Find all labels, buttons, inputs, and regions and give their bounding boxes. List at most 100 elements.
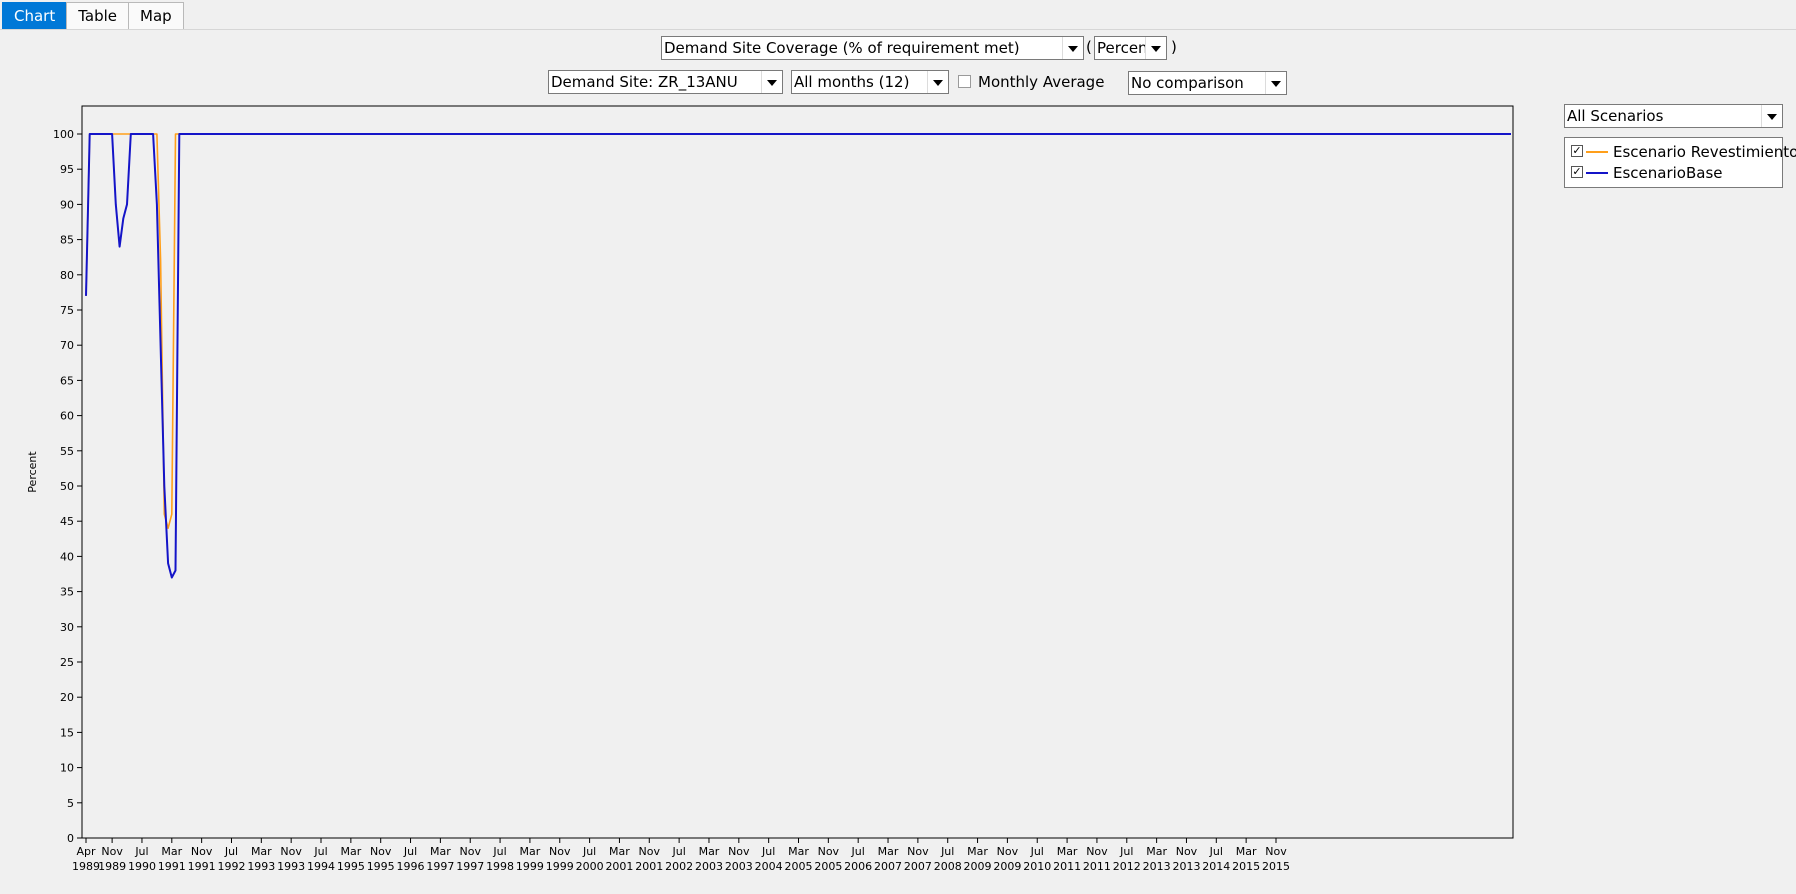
legend-label: Escenario Revestimiento bbox=[1613, 143, 1796, 161]
tab-map[interactable]: Map bbox=[128, 2, 184, 29]
y-tick-label: 100 bbox=[53, 128, 74, 141]
x-tick-label-month: Mar bbox=[520, 845, 541, 858]
comparison-select-value: No comparison bbox=[1131, 74, 1244, 92]
y-tick-label: 50 bbox=[60, 480, 74, 493]
x-tick-label-year: 2009 bbox=[993, 860, 1021, 873]
x-tick-label-year: 2015 bbox=[1262, 860, 1290, 873]
monthly-average-checkbox[interactable] bbox=[958, 75, 971, 88]
legend-item-base[interactable]: ✓ EscenarioBase bbox=[1569, 163, 1779, 183]
x-tick-label-month: Nov bbox=[907, 845, 929, 858]
legend-checkbox[interactable]: ✓ bbox=[1571, 144, 1583, 157]
y-tick-label: 95 bbox=[60, 163, 74, 176]
x-tick-label-year: 2000 bbox=[576, 860, 604, 873]
x-tick-label-month: Jul bbox=[403, 845, 417, 858]
x-tick-label-year: 1997 bbox=[426, 860, 454, 873]
y-tick-label: 5 bbox=[67, 797, 74, 810]
x-tick-label-month: Jul bbox=[851, 845, 865, 858]
plot-area-frame bbox=[81, 105, 1514, 839]
x-tick-label-month: Jul bbox=[1119, 845, 1133, 858]
x-tick-label-month: Mar bbox=[1146, 845, 1167, 858]
comparison-select[interactable]: No comparison bbox=[1128, 71, 1287, 95]
y-tick-label: 10 bbox=[60, 762, 74, 775]
tab-chart[interactable]: Chart bbox=[2, 2, 68, 29]
y-tick-label: 15 bbox=[60, 726, 74, 739]
scenario-filter-select[interactable]: All Scenarios bbox=[1564, 104, 1783, 128]
x-tick-label-month: Jul bbox=[1030, 845, 1044, 858]
close-paren: ) bbox=[1171, 38, 1177, 56]
unit-select[interactable]: Percent bbox=[1094, 36, 1167, 60]
legend-item-revestimiento[interactable]: ✓ Escenario Revestimiento bbox=[1569, 142, 1796, 162]
x-tick-label-month: Mar bbox=[1057, 845, 1078, 858]
scenario-filter-value: All Scenarios bbox=[1567, 107, 1664, 125]
chart-series bbox=[85, 133, 1511, 579]
series-line-base bbox=[85, 133, 1511, 579]
x-tick-label-year: 1999 bbox=[546, 860, 574, 873]
legend-checkbox[interactable]: ✓ bbox=[1571, 165, 1583, 178]
y-tick-label: 20 bbox=[60, 691, 74, 704]
x-tick-label-year: 2006 bbox=[844, 860, 872, 873]
x-tick-label-month: Mar bbox=[430, 845, 451, 858]
y-tick-label: 80 bbox=[60, 269, 74, 282]
y-axis-label: Percent bbox=[26, 451, 39, 493]
x-tick-label-month: Mar bbox=[251, 845, 272, 858]
x-tick-label-year: 1991 bbox=[188, 860, 216, 873]
x-tick-label-year: 1996 bbox=[397, 860, 425, 873]
chevron-down-icon[interactable] bbox=[927, 71, 948, 93]
x-tick-label-year: 1993 bbox=[277, 860, 305, 873]
y-tick-label: 35 bbox=[60, 586, 74, 599]
x-tick-label-year: 1998 bbox=[486, 860, 514, 873]
x-tick-label-month: Nov bbox=[549, 845, 571, 858]
legend-label: EscenarioBase bbox=[1613, 164, 1723, 182]
x-tick-label-year: 2005 bbox=[785, 860, 813, 873]
x-tick-label-month: Jul bbox=[940, 845, 954, 858]
x-tick-label-month: Nov bbox=[280, 845, 302, 858]
x-tick-label-year: 2012 bbox=[1113, 860, 1141, 873]
chevron-down-icon[interactable] bbox=[1062, 37, 1083, 59]
line-chart: Percent 0 5 10 15 20 25 30 35 40 45 50 55 60 65 70 75 80… bbox=[26, 105, 1514, 873]
y-tick-label: 65 bbox=[60, 374, 74, 387]
open-paren: ( bbox=[1086, 38, 1092, 56]
x-tick-label-month: Jul bbox=[134, 845, 148, 858]
x-tick-label-month: Nov bbox=[997, 845, 1019, 858]
x-tick-label-month: Jul bbox=[582, 845, 596, 858]
y-tick-label: 70 bbox=[60, 339, 74, 352]
variable-select[interactable]: Demand Site Coverage (% of requirement m… bbox=[661, 36, 1084, 60]
x-tick-label-month: Mar bbox=[1236, 845, 1257, 858]
x-tick-label-year: 1991 bbox=[158, 860, 186, 873]
chevron-down-icon[interactable] bbox=[761, 71, 782, 93]
x-tick-label-month: Nov bbox=[728, 845, 750, 858]
y-tick-label: 40 bbox=[60, 550, 74, 563]
chevron-down-icon[interactable] bbox=[1265, 72, 1286, 94]
months-select[interactable]: All months (12) bbox=[791, 70, 949, 94]
x-tick-label-year: 2014 bbox=[1202, 860, 1230, 873]
x-tick-label-year: 1997 bbox=[456, 860, 484, 873]
tab-table[interactable]: Table bbox=[66, 2, 130, 29]
y-tick-label: 45 bbox=[60, 515, 74, 528]
x-tick-label-year: 2010 bbox=[1023, 860, 1051, 873]
x-tick-label-month: Jul bbox=[761, 845, 775, 858]
x-tick-label-year: 2002 bbox=[665, 860, 693, 873]
x-tick-label-month: Nov bbox=[191, 845, 213, 858]
x-tick-label-month: Apr bbox=[76, 845, 96, 858]
y-tick-label: 25 bbox=[60, 656, 74, 669]
x-tick-label-year: 1994 bbox=[307, 860, 335, 873]
x-tick-label-month: Nov bbox=[818, 845, 840, 858]
legend-swatch bbox=[1586, 172, 1608, 174]
y-tick-label: 0 bbox=[67, 832, 74, 845]
x-tick-label-month: Nov bbox=[1176, 845, 1198, 858]
y-tick-label: 55 bbox=[60, 445, 74, 458]
y-tick-label: 90 bbox=[60, 198, 74, 211]
x-tick-label-year: 1989 bbox=[72, 860, 100, 873]
x-tick-label-month: Nov bbox=[370, 845, 392, 858]
x-tick-label-year: 1995 bbox=[367, 860, 395, 873]
x-tick-label-month: Mar bbox=[161, 845, 182, 858]
x-tick-label-month: Jul bbox=[313, 845, 327, 858]
x-tick-label-year: 1999 bbox=[516, 860, 544, 873]
chevron-down-icon[interactable] bbox=[1145, 37, 1166, 59]
demand-site-select-value: Demand Site: ZR_13ANU bbox=[551, 73, 738, 91]
x-tick-label-month: Jul bbox=[671, 845, 685, 858]
y-tick-label: 75 bbox=[60, 304, 74, 317]
demand-site-select[interactable]: Demand Site: ZR_13ANU bbox=[548, 70, 783, 94]
chevron-down-icon[interactable] bbox=[1761, 105, 1782, 127]
x-tick-label-year: 2007 bbox=[874, 860, 902, 873]
